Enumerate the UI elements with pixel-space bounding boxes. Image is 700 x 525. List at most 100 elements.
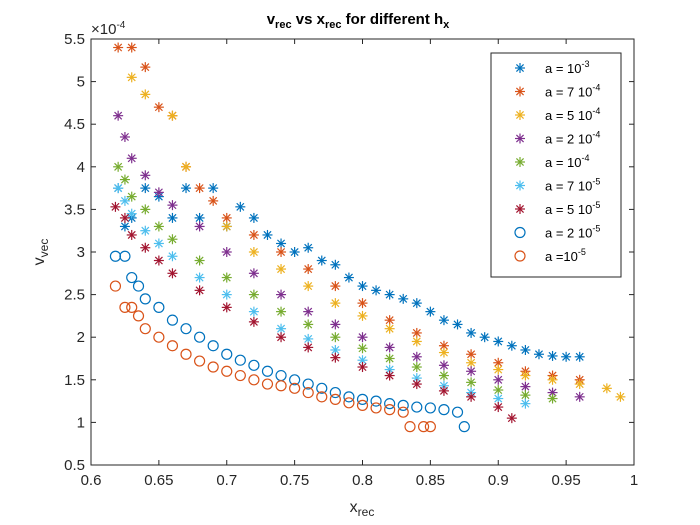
data-point <box>466 377 477 388</box>
y-exponent-label: ×10-4 <box>91 20 126 38</box>
data-point <box>601 383 612 394</box>
data-point <box>574 351 585 362</box>
y-axis-label: vvec <box>31 239 51 266</box>
data-point <box>140 62 151 73</box>
x-axis-ticks: 0.6 0.65 0.7 0.75 0.8 0.85 0.9 0.95 1 <box>81 39 638 489</box>
y-tick-label: 5 <box>77 74 85 91</box>
data-point <box>384 398 396 410</box>
data-point <box>119 195 130 206</box>
data-point <box>330 298 341 309</box>
data-point <box>276 247 287 257</box>
data-point <box>425 306 436 317</box>
data-point <box>466 366 477 377</box>
series-4 <box>113 161 558 404</box>
data-point <box>303 281 314 292</box>
x-tick-label: 0.85 <box>416 472 445 489</box>
data-point <box>520 398 531 409</box>
legend-marker <box>514 226 526 239</box>
y-tick-label: 2 <box>77 329 85 346</box>
legend-entries: a = 10-3 a = 7 10-4 a = 5 10-4 a = 2 10-4 a … <box>514 59 600 264</box>
data-point <box>132 310 145 322</box>
data-point <box>262 229 273 240</box>
data-point <box>208 195 219 206</box>
data-point <box>248 359 260 371</box>
data-point <box>276 264 287 275</box>
y-tick-label: 2.5 <box>64 287 85 304</box>
data-point <box>615 391 626 402</box>
y-tick-label: 1 <box>77 414 85 431</box>
data-point <box>547 350 558 361</box>
data-point <box>126 153 137 164</box>
legend-label: a = 7 10-5 <box>545 177 600 194</box>
x-axis-label: xrec <box>350 499 375 519</box>
data-point <box>126 301 138 313</box>
data-point <box>153 238 164 249</box>
data-point <box>110 201 121 212</box>
data-point <box>248 316 259 327</box>
data-point <box>194 212 205 223</box>
y-axis-ticks: 0.5 1 1.5 2 2.5 3 3.5 4 4.5 5 5.5 <box>64 31 634 474</box>
y-tick-label: 1.5 <box>64 372 85 389</box>
data-point <box>302 386 314 399</box>
x-tick-label: 0.7 <box>216 472 237 489</box>
data-point <box>126 229 137 240</box>
data-point <box>261 378 274 390</box>
data-point <box>207 340 219 352</box>
data-point <box>561 351 572 362</box>
data-point <box>411 379 422 390</box>
data-point <box>466 327 477 338</box>
data-point <box>357 310 368 321</box>
data-point <box>207 361 219 373</box>
data-point <box>506 340 517 351</box>
data-point <box>302 378 314 390</box>
data-point <box>520 344 531 355</box>
data-point <box>167 251 178 262</box>
data-point <box>109 280 122 292</box>
data-point <box>343 272 354 283</box>
data-point <box>126 271 138 284</box>
x-tick-label: 0.6 <box>81 472 102 489</box>
data-point <box>303 342 314 353</box>
data-point <box>153 331 165 343</box>
legend-label: a = 5 10-4 <box>545 106 600 123</box>
data-points <box>109 42 626 433</box>
data-point <box>411 351 422 362</box>
data-point <box>316 255 327 266</box>
legend-box <box>490 52 622 278</box>
data-point <box>119 301 131 313</box>
data-point <box>329 393 341 405</box>
data-point <box>153 255 164 266</box>
data-point <box>194 183 205 194</box>
series-7 <box>109 250 470 433</box>
series-6 <box>110 201 517 424</box>
data-point <box>438 315 449 326</box>
legend-marker <box>514 250 526 262</box>
data-point <box>221 302 232 313</box>
data-point <box>370 402 382 414</box>
x-tick-label: 0.8 <box>352 472 373 489</box>
data-point <box>466 349 477 360</box>
data-point <box>140 89 151 100</box>
data-point <box>303 333 314 344</box>
data-point <box>438 370 449 381</box>
data-point <box>153 221 164 232</box>
data-point <box>289 382 301 394</box>
data-point <box>140 204 151 215</box>
data-point <box>221 221 232 232</box>
x-tick-label: 0.75 <box>280 472 309 489</box>
data-point <box>384 342 395 353</box>
data-point <box>234 354 246 366</box>
data-point <box>221 289 232 300</box>
data-point <box>140 183 151 194</box>
data-point <box>357 298 368 309</box>
data-point <box>248 247 259 257</box>
data-point <box>119 131 130 142</box>
data-point <box>113 161 124 172</box>
data-point <box>276 332 287 343</box>
data-point <box>398 293 409 304</box>
data-point <box>357 362 368 373</box>
data-point <box>126 42 137 53</box>
data-point <box>438 347 449 358</box>
data-point <box>330 332 341 343</box>
data-point <box>180 348 192 360</box>
